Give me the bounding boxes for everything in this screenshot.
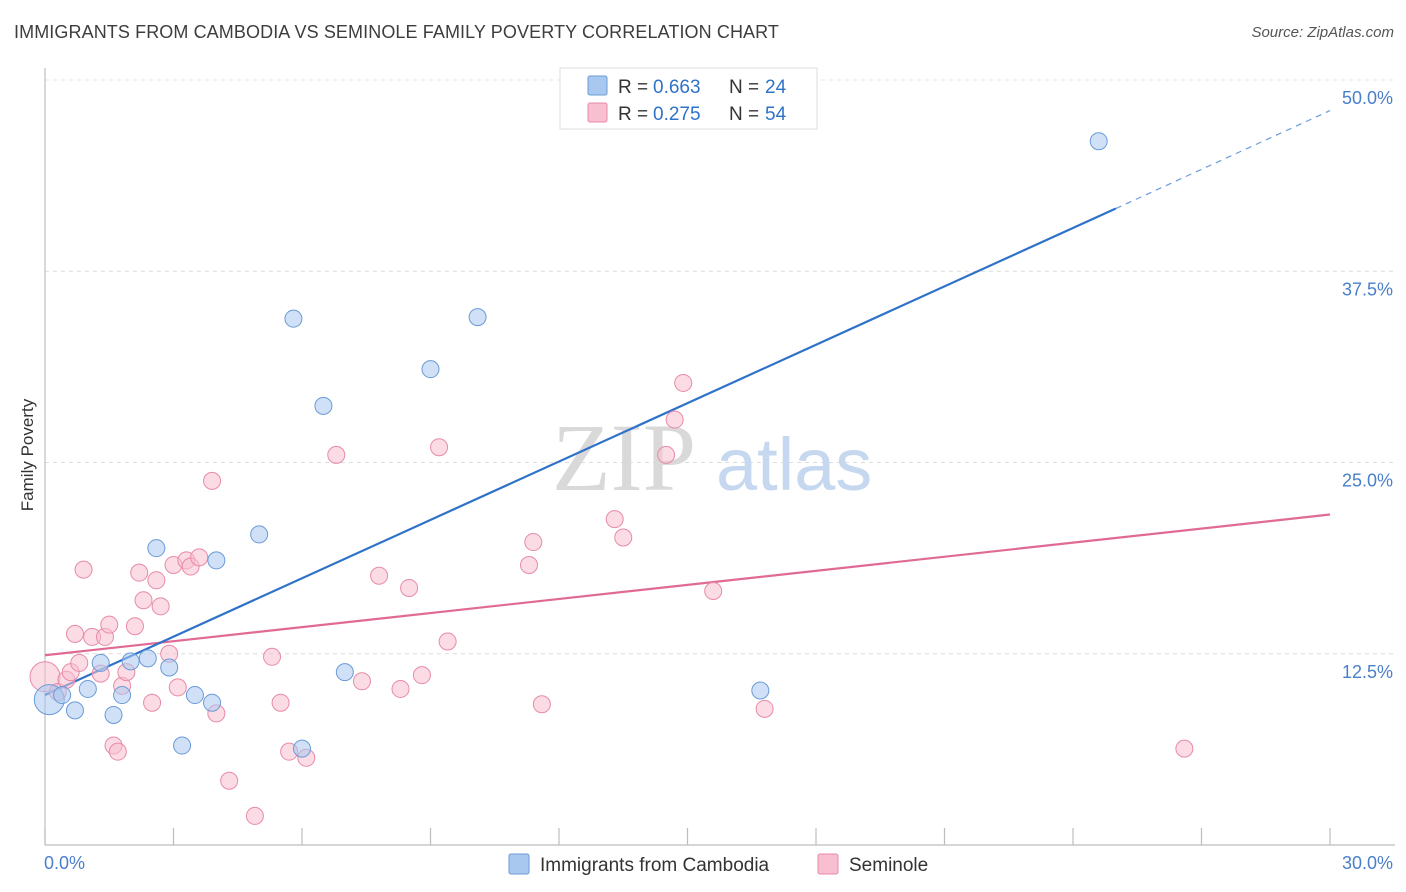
point-seminole[interactable]	[532, 695, 551, 714]
trend-lines	[44, 110, 1331, 697]
point-cambodia[interactable]	[421, 360, 440, 379]
point-cambodia[interactable]	[284, 309, 303, 328]
point-seminole[interactable]	[190, 548, 209, 567]
stats-swatch-seminole	[587, 102, 608, 123]
point-cambodia[interactable]	[65, 701, 84, 720]
stats-r-label-1: R =	[618, 77, 648, 98]
point-seminole[interactable]	[412, 666, 431, 685]
data-points	[29, 132, 1194, 825]
point-cambodia[interactable]	[207, 551, 226, 570]
point-seminole[interactable]	[657, 445, 676, 464]
legend-label-cambodia[interactable]: Immigrants from Cambodia	[540, 855, 770, 876]
point-seminole[interactable]	[245, 806, 264, 825]
point-seminole[interactable]	[755, 699, 774, 718]
stats-n-value-1: 24	[765, 77, 787, 98]
point-cambodia[interactable]	[314, 396, 333, 415]
point-seminole[interactable]	[520, 556, 539, 575]
point-cambodia[interactable]	[138, 649, 157, 668]
bottom-legend: Immigrants from Cambodia Seminole	[508, 853, 928, 876]
x-tick-label-min: 0.0%	[44, 853, 85, 873]
point-seminole[interactable]	[665, 410, 684, 429]
point-seminole[interactable]	[168, 678, 187, 697]
point-cambodia[interactable]	[1089, 132, 1108, 151]
point-cambodia[interactable]	[147, 539, 166, 558]
point-seminole[interactable]	[370, 566, 389, 585]
point-seminole[interactable]	[147, 571, 166, 590]
stats-n-value-2: 54	[765, 104, 787, 125]
point-cambodia[interactable]	[91, 653, 110, 672]
point-seminole[interactable]	[352, 672, 371, 691]
x-tick-label-max: 30.0%	[1342, 853, 1393, 873]
point-cambodia[interactable]	[751, 681, 770, 700]
point-cambodia[interactable]	[53, 686, 72, 705]
point-seminole[interactable]	[400, 578, 419, 597]
trend-line-cambodia-extrapolated	[1115, 110, 1331, 210]
stats-legend: R = 0.663 N = 24 R = 0.275 N = 54	[559, 67, 818, 130]
point-seminole[interactable]	[134, 591, 153, 610]
point-cambodia[interactable]	[173, 736, 192, 755]
y-tick-label: 12.5%	[1342, 662, 1393, 682]
point-seminole[interactable]	[263, 647, 282, 666]
stats-n-label-1: N =	[729, 77, 759, 98]
point-seminole[interactable]	[203, 471, 222, 490]
point-seminole[interactable]	[130, 563, 149, 582]
point-cambodia[interactable]	[203, 693, 222, 712]
point-seminole[interactable]	[524, 533, 543, 552]
point-seminole[interactable]	[605, 510, 624, 529]
stats-swatch-cambodia	[587, 75, 608, 96]
point-cambodia[interactable]	[160, 658, 179, 677]
point-seminole[interactable]	[327, 445, 346, 464]
legend-swatch-seminole[interactable]	[817, 853, 839, 875]
point-cambodia[interactable]	[335, 663, 354, 682]
point-seminole[interactable]	[271, 693, 290, 712]
source-label: Source: ZipAtlas.com	[1251, 24, 1394, 41]
trend-line-cambodia	[44, 207, 1117, 697]
watermark: ZIP atlas	[552, 404, 872, 511]
point-cambodia[interactable]	[121, 652, 140, 671]
y-tick-label: 37.5%	[1342, 279, 1393, 299]
point-cambodia[interactable]	[104, 705, 123, 724]
stats-r-value-2: 0.275	[653, 104, 701, 125]
point-cambodia[interactable]	[78, 679, 97, 698]
trend-line-seminole	[44, 513, 1331, 657]
stats-r-value-1: 0.663	[653, 77, 701, 98]
point-seminole[interactable]	[70, 653, 89, 672]
point-cambodia[interactable]	[185, 686, 204, 705]
legend-swatch-cambodia[interactable]	[508, 853, 530, 875]
y-tick-label: 50.0%	[1342, 88, 1393, 108]
point-seminole[interactable]	[65, 624, 84, 643]
stats-r-label-2: R =	[618, 104, 648, 125]
tick-labels: 12.5% 25.0% 37.5% 50.0% 0.0% 30.0%	[44, 88, 1393, 873]
y-tick-label: 25.0%	[1342, 471, 1393, 491]
point-cambodia[interactable]	[468, 308, 487, 327]
grid-lines	[45, 79, 1395, 655]
point-cambodia[interactable]	[293, 739, 311, 758]
point-seminole[interactable]	[100, 615, 119, 634]
stats-n-label-2: N =	[729, 104, 759, 125]
point-seminole[interactable]	[74, 560, 93, 579]
point-seminole[interactable]	[674, 373, 693, 392]
watermark-atlas: atlas	[716, 423, 872, 506]
point-seminole[interactable]	[108, 742, 127, 761]
point-seminole[interactable]	[438, 632, 457, 651]
point-cambodia[interactable]	[113, 686, 132, 705]
point-seminole[interactable]	[220, 771, 239, 790]
point-seminole[interactable]	[1175, 739, 1194, 758]
point-cambodia[interactable]	[250, 525, 269, 544]
legend-label-seminole[interactable]: Seminole	[849, 855, 928, 876]
point-seminole[interactable]	[143, 693, 162, 712]
point-seminole[interactable]	[151, 597, 170, 616]
point-seminole[interactable]	[704, 582, 723, 601]
point-seminole[interactable]	[391, 679, 410, 698]
point-seminole[interactable]	[430, 438, 449, 457]
point-seminole[interactable]	[614, 528, 633, 547]
point-seminole[interactable]	[125, 617, 144, 636]
chart-title: IMMIGRANTS FROM CAMBODIA VS SEMINOLE FAM…	[14, 22, 780, 42]
axes	[44, 68, 1395, 846]
